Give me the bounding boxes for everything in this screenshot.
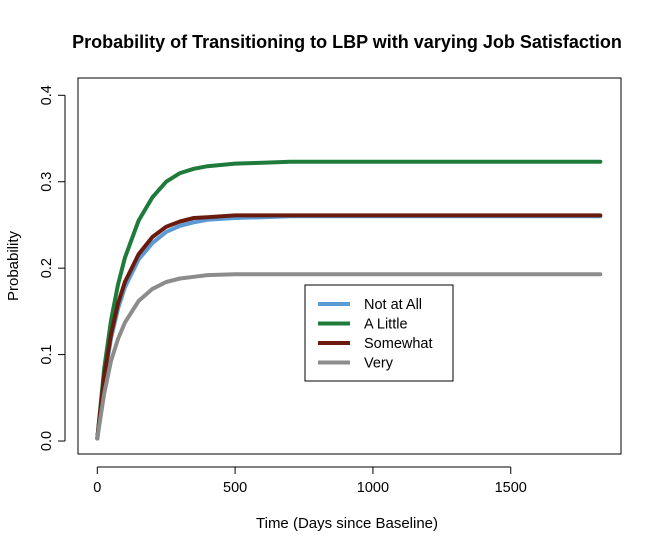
x-tick-label: 1500 [495, 480, 527, 496]
y-tick-label: 0.0 [39, 431, 55, 451]
series-line-a-little [95, 159, 603, 441]
series-line-very [95, 272, 603, 441]
series-layer [95, 159, 603, 441]
y-axis: 0.0 0.1 0.2 0.3 0.4 [39, 85, 66, 451]
x-tick-label: 1000 [357, 480, 389, 496]
x-tick-label: 500 [223, 480, 247, 496]
x-tick-label: 0 [93, 480, 101, 496]
y-tick-label: 0.2 [39, 258, 55, 278]
legend-label-a-little: A Little [364, 317, 408, 333]
y-axis-title: Probability [5, 230, 22, 301]
legend-box [304, 284, 454, 382]
y-tick-label: 0.3 [39, 172, 55, 192]
legend-label-not-at-all: Not at All [364, 297, 422, 313]
plot-frame [77, 77, 622, 455]
x-axis-title: Time (Days since Baseline) [256, 515, 438, 532]
y-tick-label: 0.1 [39, 345, 55, 365]
x-axis: 0 500 1000 1500 [93, 466, 527, 496]
series-line-somewhat [95, 213, 603, 441]
chart-title: Probability of Transitioning to LBP with… [72, 32, 622, 52]
y-tick-label: 0.4 [39, 85, 55, 105]
legend-label-somewhat: Somewhat [364, 336, 433, 352]
legend: Not at All A Little Somewhat Very [304, 284, 454, 382]
legend-label-very: Very [364, 356, 394, 372]
